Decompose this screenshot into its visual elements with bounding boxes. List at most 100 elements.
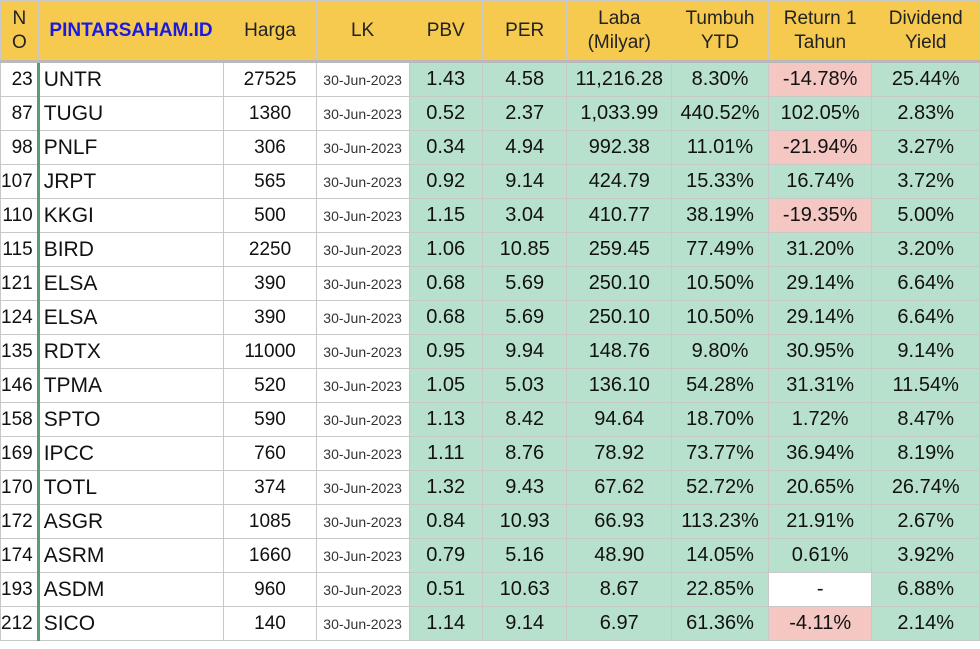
cell-dividend[interactable]: 26.74% (871, 470, 980, 505)
cell-tumbuh[interactable]: 10.50% (671, 266, 769, 301)
cell-laba[interactable]: 259.45 (566, 232, 673, 267)
cell-harga[interactable]: 590 (223, 402, 317, 437)
cell-return[interactable]: 29.14% (767, 266, 873, 301)
cell-laba[interactable]: 8.67 (566, 572, 673, 607)
cell-lk[interactable]: 30-Jun-2023 (315, 368, 410, 403)
header-pbv[interactable]: PBV (408, 0, 483, 63)
cell-per[interactable]: 5.69 (481, 266, 568, 301)
cell-tumbuh[interactable]: 52.72% (671, 470, 769, 505)
cell-return[interactable]: 102.05% (767, 96, 873, 131)
cell-no[interactable]: 174 (0, 538, 40, 573)
cell-return[interactable]: 36.94% (767, 436, 873, 471)
cell-return[interactable]: 31.31% (767, 368, 873, 403)
cell-laba[interactable]: 992.38 (566, 130, 673, 165)
cell-dividend[interactable]: 2.83% (871, 96, 980, 131)
cell-dividend[interactable]: 8.47% (871, 402, 980, 437)
cell-harga[interactable]: 140 (223, 606, 317, 641)
cell-tumbuh[interactable]: 18.70% (671, 402, 769, 437)
cell-laba[interactable]: 66.93 (566, 504, 673, 539)
cell-pbv[interactable]: 1.13 (408, 402, 483, 437)
cell-lk[interactable]: 30-Jun-2023 (315, 61, 410, 97)
cell-per[interactable]: 9.14 (481, 606, 568, 641)
cell-pbv[interactable]: 1.15 (408, 198, 483, 233)
cell-harga[interactable]: 11000 (223, 334, 317, 369)
cell-no[interactable]: 98 (0, 130, 40, 165)
header-lk[interactable]: LK (315, 0, 410, 63)
cell-no[interactable]: 146 (0, 368, 40, 403)
cell-no[interactable]: 170 (0, 470, 40, 505)
cell-dividend[interactable]: 6.64% (871, 266, 980, 301)
cell-harga[interactable]: 500 (223, 198, 317, 233)
cell-return[interactable]: 20.65% (767, 470, 873, 505)
cell-tumbuh[interactable]: 11.01% (671, 130, 769, 165)
cell-return[interactable]: 16.74% (767, 164, 873, 199)
cell-no[interactable]: 107 (0, 164, 40, 199)
header-per[interactable]: PER (481, 0, 568, 63)
cell-return[interactable]: -14.78% (767, 61, 873, 97)
header-return[interactable]: Return 1 Tahun (767, 0, 873, 63)
cell-tumbuh[interactable]: 61.36% (671, 606, 769, 641)
cell-lk[interactable]: 30-Jun-2023 (315, 606, 410, 641)
cell-dividend[interactable]: 2.14% (871, 606, 980, 641)
cell-pbv[interactable]: 1.06 (408, 232, 483, 267)
cell-harga[interactable]: 27525 (223, 61, 317, 97)
cell-tumbuh[interactable]: 38.19% (671, 198, 769, 233)
cell-no[interactable]: 115 (0, 232, 40, 267)
cell-pbv[interactable]: 1.05 (408, 368, 483, 403)
cell-dividend[interactable]: 3.27% (871, 130, 980, 165)
cell-tumbuh[interactable]: 77.49% (671, 232, 769, 267)
cell-return[interactable]: 29.14% (767, 300, 873, 335)
cell-tumbuh[interactable]: 10.50% (671, 300, 769, 335)
cell-dividend[interactable]: 3.72% (871, 164, 980, 199)
cell-pbv[interactable]: 1.32 (408, 470, 483, 505)
cell-lk[interactable]: 30-Jun-2023 (315, 334, 410, 369)
cell-per[interactable]: 2.37 (481, 96, 568, 131)
cell-per[interactable]: 10.85 (481, 232, 568, 267)
cell-no[interactable]: 212 (0, 606, 40, 641)
cell-no[interactable]: 158 (0, 402, 40, 437)
cell-lk[interactable]: 30-Jun-2023 (315, 300, 410, 335)
cell-laba[interactable]: 48.90 (566, 538, 673, 573)
cell-lk[interactable]: 30-Jun-2023 (315, 538, 410, 573)
cell-lk[interactable]: 30-Jun-2023 (315, 572, 410, 607)
cell-dividend[interactable]: 11.54% (871, 368, 980, 403)
cell-code[interactable]: ELSA (37, 266, 225, 301)
cell-pbv[interactable]: 0.84 (408, 504, 483, 539)
cell-code[interactable]: KKGI (37, 198, 225, 233)
cell-tumbuh[interactable]: 73.77% (671, 436, 769, 471)
cell-code[interactable]: SICO (37, 606, 225, 641)
header-harga[interactable]: Harga (223, 0, 317, 63)
cell-no[interactable]: 172 (0, 504, 40, 539)
cell-pbv[interactable]: 1.43 (408, 61, 483, 97)
cell-laba[interactable]: 250.10 (566, 300, 673, 335)
cell-per[interactable]: 9.43 (481, 470, 568, 505)
cell-return[interactable]: 0.61% (767, 538, 873, 573)
cell-tumbuh[interactable]: 14.05% (671, 538, 769, 573)
cell-code[interactable]: ASDM (37, 572, 225, 607)
cell-pbv[interactable]: 0.34 (408, 130, 483, 165)
cell-per[interactable]: 9.94 (481, 334, 568, 369)
cell-dividend[interactable]: 6.88% (871, 572, 980, 607)
cell-code[interactable]: JRPT (37, 164, 225, 199)
cell-no[interactable]: 110 (0, 198, 40, 233)
cell-tumbuh[interactable]: 8.30% (671, 61, 769, 97)
cell-harga[interactable]: 960 (223, 572, 317, 607)
cell-lk[interactable]: 30-Jun-2023 (315, 470, 410, 505)
cell-pbv[interactable]: 0.52 (408, 96, 483, 131)
cell-harga[interactable]: 374 (223, 470, 317, 505)
cell-lk[interactable]: 30-Jun-2023 (315, 198, 410, 233)
cell-harga[interactable]: 1660 (223, 538, 317, 573)
cell-laba[interactable]: 94.64 (566, 402, 673, 437)
cell-laba[interactable]: 250.10 (566, 266, 673, 301)
cell-tumbuh[interactable]: 9.80% (671, 334, 769, 369)
cell-dividend[interactable]: 25.44% (871, 61, 980, 97)
cell-no[interactable]: 121 (0, 266, 40, 301)
cell-per[interactable]: 3.04 (481, 198, 568, 233)
cell-lk[interactable]: 30-Jun-2023 (315, 266, 410, 301)
cell-per[interactable]: 10.93 (481, 504, 568, 539)
cell-return[interactable]: 21.91% (767, 504, 873, 539)
cell-harga[interactable]: 1085 (223, 504, 317, 539)
cell-no[interactable]: 169 (0, 436, 40, 471)
cell-tumbuh[interactable]: 54.28% (671, 368, 769, 403)
cell-dividend[interactable]: 9.14% (871, 334, 980, 369)
